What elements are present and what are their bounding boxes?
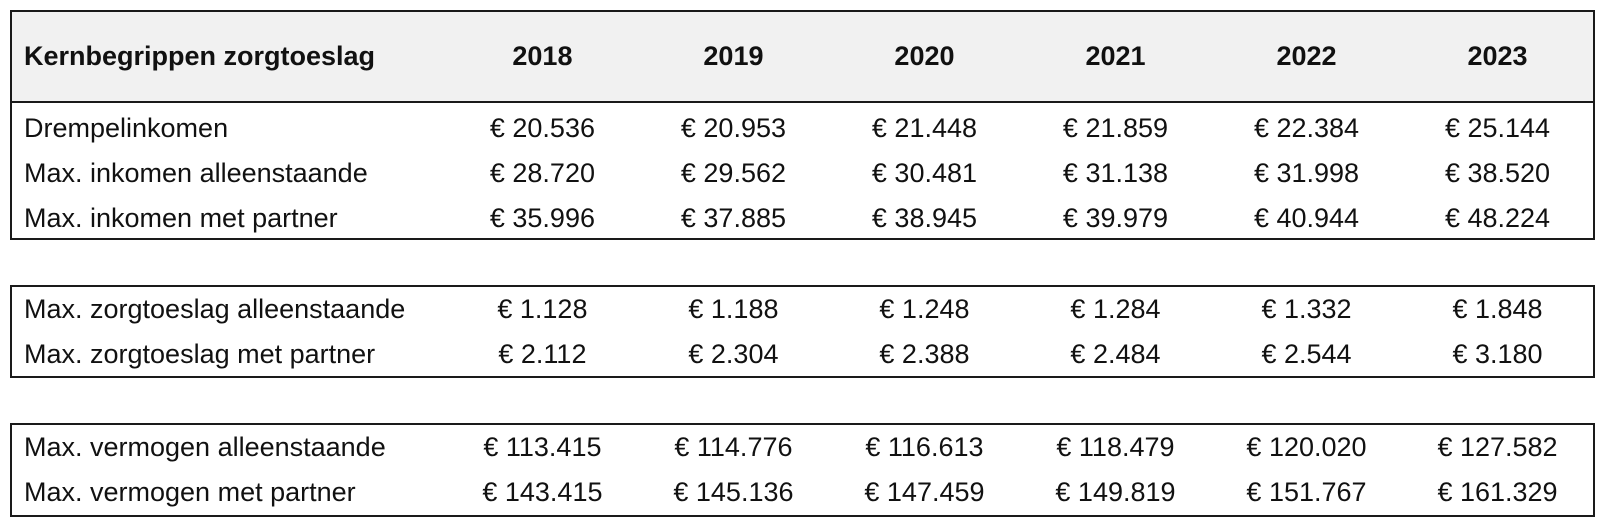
row-label: Max. zorgtoeslag alleenstaande xyxy=(24,294,406,324)
table-row: Max. zorgtoeslag alleenstaande € 1.128 €… xyxy=(12,287,1593,332)
table-cell: € 127.582 xyxy=(1437,432,1558,462)
allowance-table-block: Max. zorgtoeslag alleenstaande € 1.128 €… xyxy=(10,285,1595,378)
table-row: Drempelinkomen € 20.536 € 20.953 € 21.44… xyxy=(12,106,1593,151)
table-cell: € 2.484 xyxy=(1070,339,1161,369)
row-label: Max. vermogen met partner xyxy=(24,477,356,507)
table-cell: € 25.144 xyxy=(1444,113,1551,143)
table-cell: € 35.996 xyxy=(489,203,595,233)
table-cell: € 1.848 xyxy=(1452,294,1543,324)
table-cell: € 147.459 xyxy=(864,477,985,507)
table-cell: € 118.479 xyxy=(1056,432,1175,462)
row-label: Max. zorgtoeslag met partner xyxy=(24,339,376,369)
table-cell: € 29.562 xyxy=(680,158,786,188)
table-cell: € 114.776 xyxy=(674,432,793,462)
table-cell: € 20.536 xyxy=(489,113,595,143)
table-cell: € 143.415 xyxy=(482,477,603,507)
row-label: Max. inkomen alleenstaande xyxy=(24,158,368,188)
table-row: Max. vermogen alleenstaande € 113.415 € … xyxy=(12,425,1593,470)
table-cell: € 3.180 xyxy=(1452,339,1543,369)
table-cell: € 48.224 xyxy=(1444,203,1551,233)
table-row: Max. inkomen alleenstaande € 28.720 € 29… xyxy=(12,151,1593,196)
assets-table-block: Max. vermogen alleenstaande € 113.415 € … xyxy=(10,423,1595,517)
table-cell: € 113.415 xyxy=(483,432,602,462)
row-label: Max. vermogen alleenstaande xyxy=(24,432,386,462)
table-cell: € 30.481 xyxy=(871,158,978,188)
income-table-block: Kernbegrippen zorgtoeslag 2018 2019 2020… xyxy=(10,10,1595,240)
table-cell: € 38.945 xyxy=(871,203,978,233)
row-label: Max. inkomen met partner xyxy=(24,203,338,233)
table-cell: € 1.332 xyxy=(1261,294,1352,324)
year-header-2023: 2023 xyxy=(1467,41,1528,71)
table-cell: € 39.979 xyxy=(1062,203,1169,233)
table-cell: € 21.859 xyxy=(1062,113,1169,143)
table-cell: € 2.544 xyxy=(1261,339,1352,369)
table-cell: € 1.128 xyxy=(497,294,588,324)
row-label: Drempelinkomen xyxy=(24,113,229,143)
table-cell: € 2.304 xyxy=(688,339,779,369)
table-cell: € 149.819 xyxy=(1055,477,1176,507)
table-cell: € 2.112 xyxy=(498,339,587,369)
table-cell: € 151.767 xyxy=(1246,477,1367,507)
table-cell: € 28.720 xyxy=(489,158,595,188)
table-header-row: Kernbegrippen zorgtoeslag 2018 2019 2020… xyxy=(12,12,1593,103)
table-cell: € 38.520 xyxy=(1444,158,1551,188)
table-cell: € 22.384 xyxy=(1253,113,1360,143)
table-title: Kernbegrippen zorgtoeslag xyxy=(24,41,376,71)
table-cell: € 161.329 xyxy=(1437,477,1558,507)
table-cell: € 1.188 xyxy=(688,294,779,324)
table-cell: € 1.248 xyxy=(879,294,970,324)
year-header-2022: 2022 xyxy=(1276,41,1337,71)
year-header-2018: 2018 xyxy=(512,41,573,71)
table-cell: € 40.944 xyxy=(1253,203,1360,233)
table-cell: € 20.953 xyxy=(680,113,786,143)
table-cell: € 2.388 xyxy=(879,339,970,369)
table-cell: € 145.136 xyxy=(673,477,794,507)
year-header-2021: 2021 xyxy=(1085,41,1146,71)
table-cell: € 116.613 xyxy=(865,432,984,462)
year-header-2019: 2019 xyxy=(703,41,764,71)
table-row: Max. vermogen met partner € 143.415 € 14… xyxy=(12,470,1593,515)
table-cell: € 120.020 xyxy=(1246,432,1367,462)
table-row: Max. inkomen met partner € 35.996 € 37.8… xyxy=(12,196,1593,241)
year-header-2020: 2020 xyxy=(894,41,955,71)
table-row: Max. zorgtoeslag met partner € 2.112 € 2… xyxy=(12,332,1593,377)
table-cell: € 31.998 xyxy=(1253,158,1360,188)
table-cell: € 1.284 xyxy=(1070,294,1161,324)
table-cell: € 21.448 xyxy=(871,113,978,143)
table-cell: € 31.138 xyxy=(1062,158,1169,188)
table-cell: € 37.885 xyxy=(680,203,786,233)
